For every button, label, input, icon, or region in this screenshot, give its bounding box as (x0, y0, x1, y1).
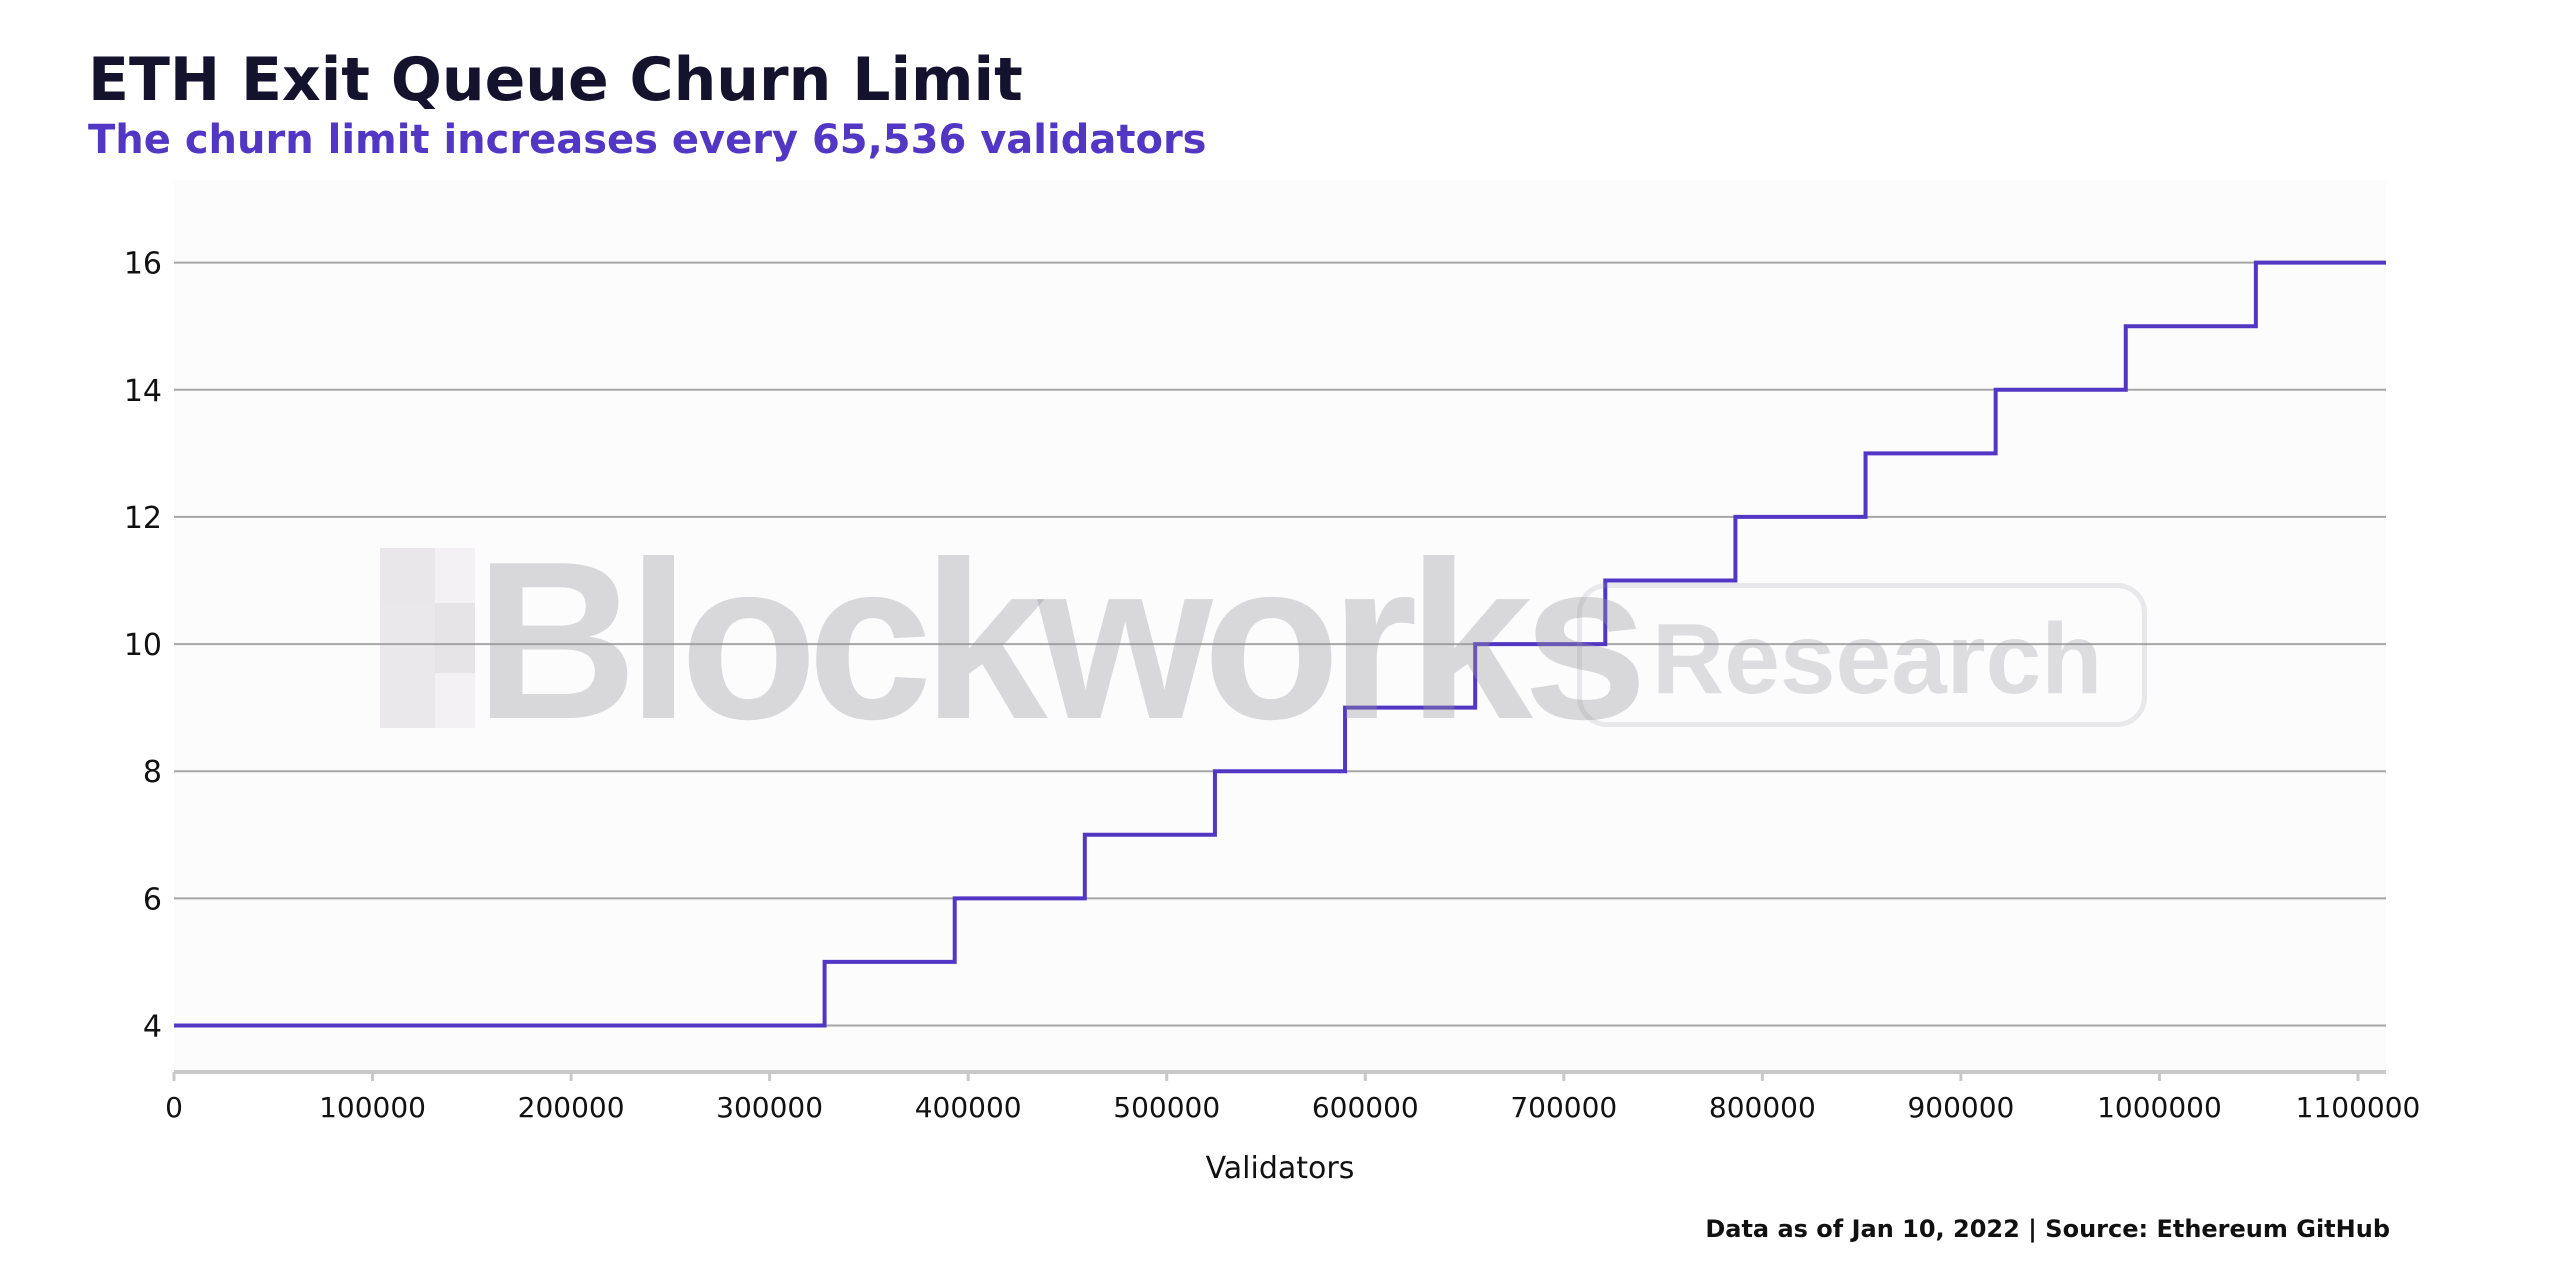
x-tick-label: 300000 (716, 1091, 823, 1124)
x-tick-label: 600000 (1312, 1091, 1419, 1124)
series-line-0 (174, 260, 2386, 1028)
y-tick-label: 14 (124, 374, 162, 409)
y-tick-label: 16 (124, 247, 162, 282)
x-tick-label: 500000 (1113, 1091, 1220, 1124)
x-tick-label: 400000 (915, 1091, 1022, 1124)
x-tick-label: 700000 (1510, 1091, 1617, 1124)
x-tick-label: 800000 (1709, 1091, 1816, 1124)
series-layer (174, 260, 2386, 1028)
x-tick-label: 0 (165, 1091, 183, 1124)
x-axis (172, 1070, 2386, 1081)
x-tick-label: 900000 (1907, 1091, 2014, 1124)
y-axis-tick-labels: 4 6 8 10 12 14 16 (124, 247, 162, 1045)
y-tick-label: 12 (124, 501, 162, 536)
x-tick-label: 100000 (319, 1091, 426, 1124)
chart-title: ETH Exit Queue Churn Limit (88, 45, 1023, 115)
x-tick-label: 1000000 (2097, 1091, 2222, 1124)
x-axis-title: Validators (1206, 1151, 1355, 1186)
x-tick-label: 200000 (518, 1091, 625, 1124)
source-note: Data as of Jan 10, 2022 | Source: Ethere… (1705, 1215, 2390, 1243)
y-tick-label: 6 (143, 882, 162, 917)
plot-background (174, 180, 2386, 1070)
chart-subtitle: The churn limit increases every 65,536 v… (88, 117, 1207, 163)
y-tick-label: 10 (124, 628, 162, 663)
y-tick-label: 8 (143, 755, 162, 790)
x-axis-tick-labels: 0 100000 200000 300000 400000 500000 600000 700… (165, 1091, 2420, 1124)
x-tick-label: 1100000 (2296, 1091, 2421, 1124)
y-tick-label: 4 (143, 1010, 162, 1045)
